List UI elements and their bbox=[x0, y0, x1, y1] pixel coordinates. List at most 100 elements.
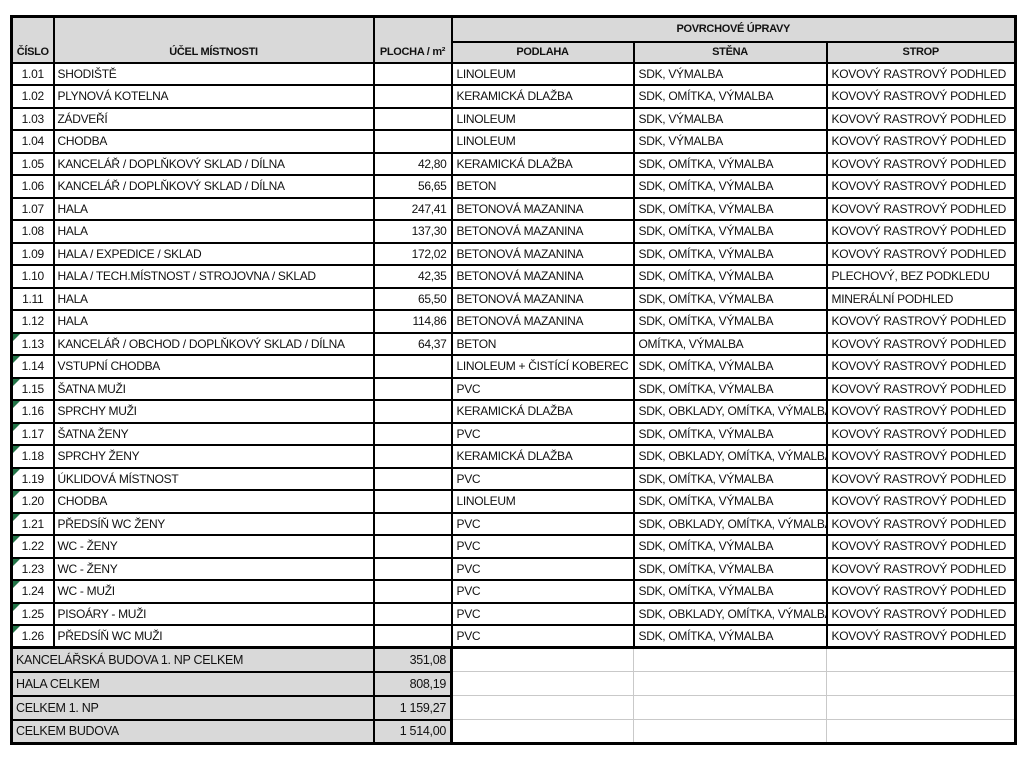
cell-room-purpose: HALA bbox=[52, 309, 375, 334]
cell-floor-finish: KERAMICKÁ DLAŽBA bbox=[450, 151, 635, 176]
cell-ceiling-finish: KOVOVÝ RASTROVÝ PODHLED bbox=[825, 106, 1017, 131]
cell-floor-finish: BETON bbox=[450, 174, 635, 199]
cell-room-purpose: HALA / TECH.MÍSTNOST / STROJOVNA / SKLAD bbox=[52, 264, 375, 289]
col-header-stena: STĚNA bbox=[632, 40, 828, 64]
cell-room-number: 1.07 bbox=[10, 196, 55, 221]
summary-row: KANCELÁŘSKÁ BUDOVA 1. NP CELKEM 351,08 bbox=[10, 646, 1016, 673]
cell-wall-finish: SDK, OMÍTKA, VÝMALBA bbox=[632, 151, 828, 176]
table-row: 1.10 HALA / TECH.MÍSTNOST / STROJOVNA / … bbox=[10, 264, 1017, 289]
table-row: 1.02 PLYNOVÁ KOTELNA KERAMICKÁ DLAŽBA SD… bbox=[10, 84, 1017, 109]
cell-room-number: 1.06 bbox=[10, 174, 55, 199]
summary-blank-ceiling bbox=[826, 695, 1016, 720]
cell-floor-finish: BETONOVÁ MAZANINA bbox=[450, 196, 635, 221]
room-number-text: 1.05 bbox=[21, 156, 44, 171]
cell-room-number: 1.10 bbox=[10, 264, 55, 289]
cell-wall-finish: SDK, OMÍTKA, VÝMALBA bbox=[632, 174, 828, 199]
cell-wall-finish: SDK, OMÍTKA, VÝMALBA bbox=[632, 534, 828, 559]
summary-area-value: 1 159,27 bbox=[372, 694, 453, 721]
table-row: 1.06 KANCELÁŘ / DOPLŇKOVÝ SKLAD / DÍLNA … bbox=[10, 174, 1017, 199]
cell-room-number: 1.11 bbox=[10, 286, 55, 311]
cell-area-value bbox=[372, 106, 453, 131]
cell-area-value: 64,37 bbox=[372, 331, 453, 356]
room-number-text: 1.19 bbox=[21, 471, 44, 486]
error-flag-icon bbox=[13, 559, 20, 566]
cell-wall-finish: SDK, OBKLADY, OMÍTKA, VÝMALBA bbox=[632, 601, 828, 626]
cell-room-number: 1.26 bbox=[10, 624, 55, 649]
table-row: 1.14 VSTUPNÍ CHODBA LINOLEUM + ČISTÍCÍ K… bbox=[10, 354, 1017, 379]
room-number-text: 1.06 bbox=[21, 179, 44, 194]
error-flag-icon bbox=[13, 469, 20, 476]
cell-room-number: 1.01 bbox=[10, 61, 55, 86]
cell-wall-finish: SDK, OMÍTKA, VÝMALBA bbox=[632, 624, 828, 649]
cell-wall-finish: SDK, OMÍTKA, VÝMALBA bbox=[632, 354, 828, 379]
summary-label: CELKEM BUDOVA bbox=[10, 718, 375, 745]
cell-ceiling-finish: PLECHOVÝ, BEZ PODKLEDU bbox=[825, 264, 1017, 289]
cell-room-purpose: HALA bbox=[52, 196, 375, 221]
cell-ceiling-finish: KOVOVÝ RASTROVÝ PODHLED bbox=[825, 421, 1017, 446]
cell-ceiling-finish: KOVOVÝ RASTROVÝ PODHLED bbox=[825, 556, 1017, 581]
cell-floor-finish: KERAMICKÁ DLAŽBA bbox=[450, 444, 635, 469]
cell-area-value bbox=[372, 624, 453, 649]
cell-area-value: 65,50 bbox=[372, 286, 453, 311]
cell-area-value: 172,02 bbox=[372, 241, 453, 266]
cell-wall-finish: SDK, OMÍTKA, VÝMALBA bbox=[632, 219, 828, 244]
cell-area-value bbox=[372, 84, 453, 109]
cell-ceiling-finish: KOVOVÝ RASTROVÝ PODHLED bbox=[825, 399, 1017, 424]
cell-ceiling-finish: KOVOVÝ RASTROVÝ PODHLED bbox=[825, 601, 1017, 626]
col-header-plocha: PLOCHA / m² bbox=[372, 15, 453, 64]
cell-floor-finish: BETONOVÁ MAZANINA bbox=[450, 309, 635, 334]
cell-ceiling-finish: KOVOVÝ RASTROVÝ PODHLED bbox=[825, 444, 1017, 469]
cell-floor-finish: BETON bbox=[450, 331, 635, 356]
cell-floor-finish: PVC bbox=[450, 421, 635, 446]
cell-area-value bbox=[372, 489, 453, 514]
cell-wall-finish: SDK, OMÍTKA, VÝMALBA bbox=[632, 489, 828, 514]
cell-area-value: 247,41 bbox=[372, 196, 453, 221]
table-row: 1.04 CHODBA LINOLEUM SDK, VÝMALBA KOVOVÝ… bbox=[10, 129, 1017, 154]
cell-wall-finish: SDK, OBKLADY, OMÍTKA, VÝMALBA bbox=[632, 444, 828, 469]
cell-room-purpose: WC - ŽENY bbox=[52, 556, 375, 581]
summary-blank-floor bbox=[451, 671, 634, 696]
table-row: 1.22 WC - ŽENY PVC SDK, OMÍTKA, VÝMALBA … bbox=[10, 534, 1017, 559]
cell-room-purpose: SPRCHY MUŽI bbox=[52, 399, 375, 424]
cell-floor-finish: PVC bbox=[450, 466, 635, 491]
cell-floor-finish: PVC bbox=[450, 601, 635, 626]
cell-area-value: 137,30 bbox=[372, 219, 453, 244]
room-number-text: 1.07 bbox=[21, 201, 44, 216]
summary-blank-ceiling bbox=[826, 671, 1016, 696]
summary-area-value: 1 514,00 bbox=[372, 718, 453, 745]
cell-area-value bbox=[372, 466, 453, 491]
room-number-text: 1.25 bbox=[21, 606, 44, 621]
cell-room-number: 1.14 bbox=[10, 354, 55, 379]
cell-room-number: 1.12 bbox=[10, 309, 55, 334]
summary-blank-wall bbox=[633, 695, 827, 720]
error-flag-icon bbox=[13, 626, 20, 633]
cell-room-purpose: CHODBA bbox=[52, 489, 375, 514]
room-number-text: 1.02 bbox=[21, 89, 44, 104]
cell-ceiling-finish: KOVOVÝ RASTROVÝ PODHLED bbox=[825, 151, 1017, 176]
cell-room-purpose: WC - MUŽI bbox=[52, 579, 375, 604]
error-flag-icon bbox=[13, 604, 20, 611]
summary-row: HALA CELKEM 808,19 bbox=[10, 670, 1016, 697]
cell-room-number: 1.22 bbox=[10, 534, 55, 559]
cell-ceiling-finish: KOVOVÝ RASTROVÝ PODHLED bbox=[825, 624, 1017, 649]
cell-ceiling-finish: KOVOVÝ RASTROVÝ PODHLED bbox=[825, 534, 1017, 559]
room-number-text: 1.14 bbox=[21, 359, 44, 374]
cell-area-value bbox=[372, 579, 453, 604]
cell-floor-finish: BETONOVÁ MAZANINA bbox=[450, 286, 635, 311]
col-header-ucel-mistnosti: ÚČEL MÍSTNOSTI bbox=[52, 15, 375, 64]
room-number-text: 1.15 bbox=[21, 381, 44, 396]
cell-room-purpose: HALA bbox=[52, 219, 375, 244]
cell-room-number: 1.02 bbox=[10, 84, 55, 109]
cell-room-number: 1.25 bbox=[10, 601, 55, 626]
room-number-text: 1.17 bbox=[21, 426, 44, 441]
cell-area-value: 42,35 bbox=[372, 264, 453, 289]
room-number-text: 1.11 bbox=[22, 291, 44, 306]
cell-floor-finish: BETONOVÁ MAZANINA bbox=[450, 219, 635, 244]
summary-blank-wall bbox=[633, 719, 827, 744]
cell-room-purpose: ŠATNA MUŽI bbox=[52, 376, 375, 401]
room-number-text: 1.12 bbox=[21, 314, 44, 329]
cell-ceiling-finish: KOVOVÝ RASTROVÝ PODHLED bbox=[825, 511, 1017, 536]
room-number-text: 1.23 bbox=[21, 561, 44, 576]
cell-area-value: 42,80 bbox=[372, 151, 453, 176]
cell-wall-finish: SDK, OMÍTKA, VÝMALBA bbox=[632, 421, 828, 446]
